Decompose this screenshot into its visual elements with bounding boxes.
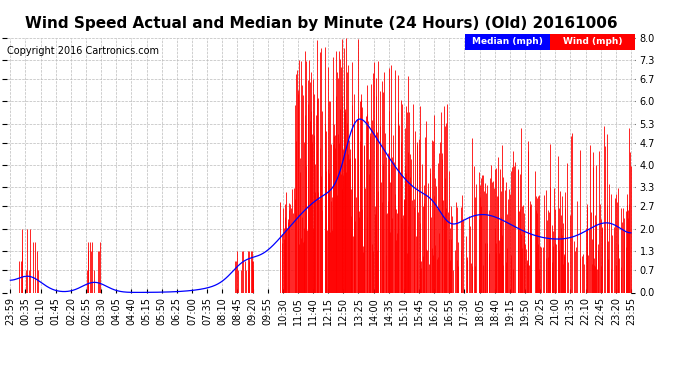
Title: Wind Speed Actual and Median by Minute (24 Hours) (Old) 20161006: Wind Speed Actual and Median by Minute (…	[25, 16, 617, 31]
Text: Copyright 2016 Cartronics.com: Copyright 2016 Cartronics.com	[7, 46, 159, 56]
